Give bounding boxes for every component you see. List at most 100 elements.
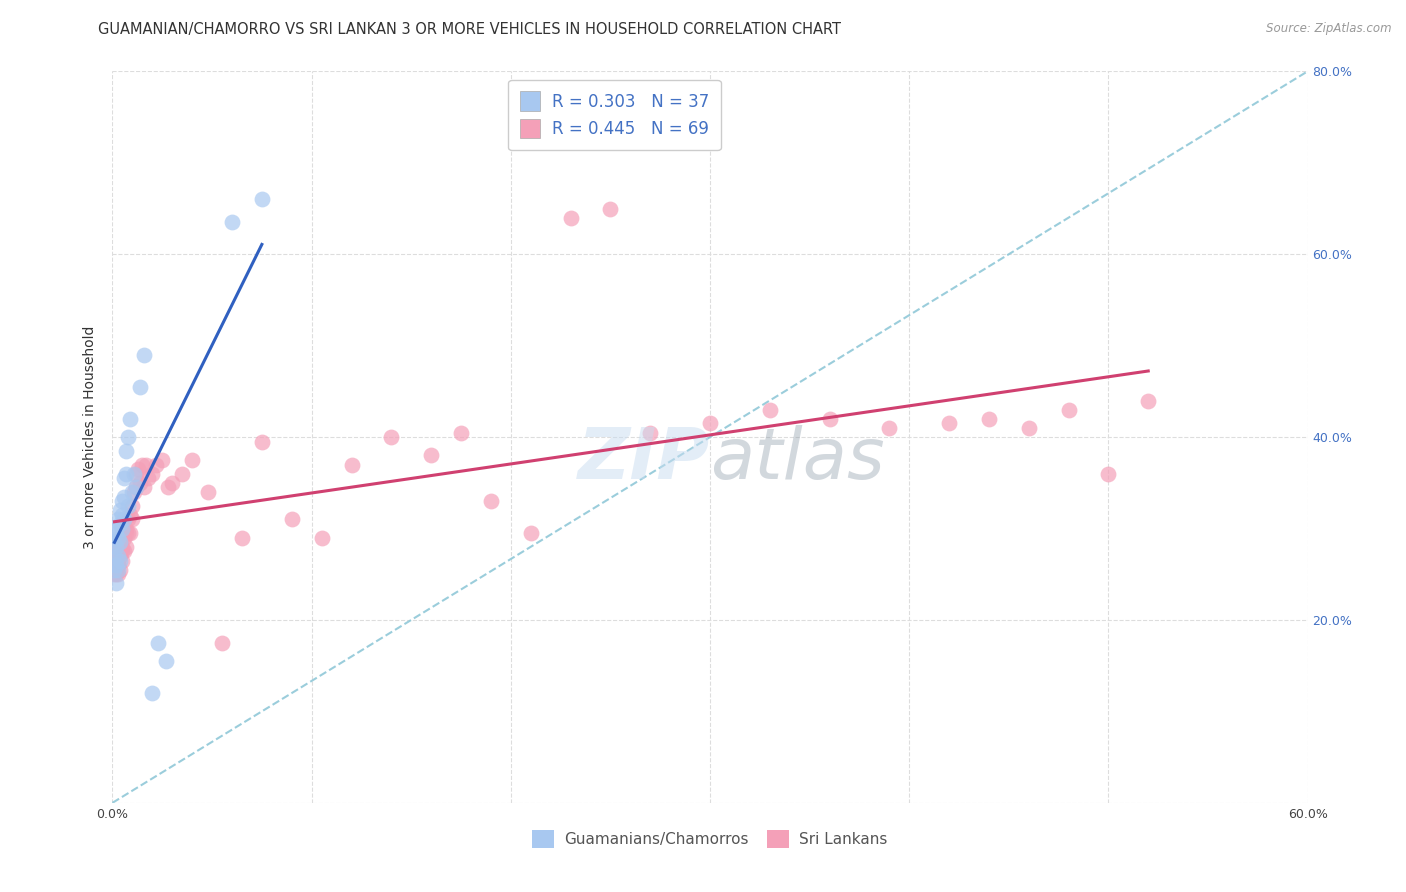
Legend: Guamanians/Chamorros, Sri Lankans: Guamanians/Chamorros, Sri Lankans <box>526 824 894 854</box>
Point <box>560 211 582 225</box>
Point <box>111 553 134 567</box>
Point <box>380 430 402 444</box>
Point <box>121 485 143 500</box>
Point <box>114 490 135 504</box>
Point <box>125 467 148 481</box>
Point <box>340 458 363 472</box>
Point <box>107 512 129 526</box>
Point <box>115 467 138 481</box>
Point <box>221 215 243 229</box>
Point <box>110 563 132 577</box>
Point <box>311 531 333 545</box>
Point <box>138 471 160 485</box>
Point <box>879 421 901 435</box>
Point <box>134 348 156 362</box>
Point <box>125 480 148 494</box>
Text: atlas: atlas <box>710 425 884 493</box>
Text: ZIP: ZIP <box>578 425 710 493</box>
Point <box>103 553 125 567</box>
Point <box>103 549 125 563</box>
Point <box>111 540 134 554</box>
Point <box>1137 393 1160 408</box>
Point <box>127 462 149 476</box>
Point <box>197 485 219 500</box>
Point <box>117 526 139 541</box>
Point <box>231 531 253 545</box>
Point <box>107 558 129 573</box>
Point <box>120 412 142 426</box>
Point <box>211 636 233 650</box>
Point <box>157 480 180 494</box>
Point <box>640 425 662 440</box>
Point <box>103 567 125 582</box>
Text: GUAMANIAN/CHAMORRO VS SRI LANKAN 3 OR MORE VEHICLES IN HOUSEHOLD CORRELATION CHA: GUAMANIAN/CHAMORRO VS SRI LANKAN 3 OR MO… <box>98 22 841 37</box>
Text: Source: ZipAtlas.com: Source: ZipAtlas.com <box>1267 22 1392 36</box>
Point <box>107 531 129 545</box>
Point <box>124 485 146 500</box>
Point <box>450 425 472 440</box>
Point <box>105 576 128 591</box>
Point <box>107 544 129 558</box>
Point <box>155 654 177 668</box>
Point <box>105 540 128 554</box>
Point <box>129 380 152 394</box>
Point <box>131 458 153 472</box>
Point <box>699 417 721 431</box>
Point <box>110 553 132 567</box>
Point <box>111 544 134 558</box>
Point <box>107 558 129 573</box>
Point <box>129 475 152 490</box>
Point <box>114 544 135 558</box>
Point <box>107 549 129 563</box>
Point <box>759 402 782 417</box>
Point <box>121 512 143 526</box>
Point <box>977 412 1000 426</box>
Point <box>103 563 125 577</box>
Point <box>250 192 273 206</box>
Point <box>479 494 502 508</box>
Point <box>115 526 138 541</box>
Point <box>120 508 142 522</box>
Point <box>145 458 167 472</box>
Point <box>150 453 173 467</box>
Point <box>162 475 183 490</box>
Point <box>103 549 125 563</box>
Point <box>115 540 138 554</box>
Point <box>110 516 132 531</box>
Point <box>105 540 128 554</box>
Point <box>103 535 125 549</box>
Point <box>114 531 135 545</box>
Point <box>141 467 163 481</box>
Point <box>115 443 138 458</box>
Point <box>107 563 129 577</box>
Point <box>111 494 134 508</box>
Point <box>181 453 204 467</box>
Point <box>105 521 128 535</box>
Point <box>135 458 157 472</box>
Point <box>110 549 132 563</box>
Point <box>105 558 128 573</box>
Point <box>121 499 143 513</box>
Point <box>117 430 139 444</box>
Point <box>111 508 134 522</box>
Y-axis label: 3 or more Vehicles in Household: 3 or more Vehicles in Household <box>83 326 97 549</box>
Point <box>1057 402 1080 417</box>
Point <box>117 499 139 513</box>
Point <box>110 535 132 549</box>
Point <box>520 526 543 541</box>
Point <box>938 417 960 431</box>
Point <box>115 521 138 535</box>
Point <box>111 521 134 535</box>
Point <box>818 412 841 426</box>
Point <box>105 563 128 577</box>
Point <box>172 467 194 481</box>
Point <box>1097 467 1119 481</box>
Point <box>141 686 163 700</box>
Point <box>107 567 129 582</box>
Point <box>114 512 135 526</box>
Point <box>420 448 443 462</box>
Point <box>110 535 132 549</box>
Point <box>110 503 132 517</box>
Point <box>105 549 128 563</box>
Point <box>120 526 142 541</box>
